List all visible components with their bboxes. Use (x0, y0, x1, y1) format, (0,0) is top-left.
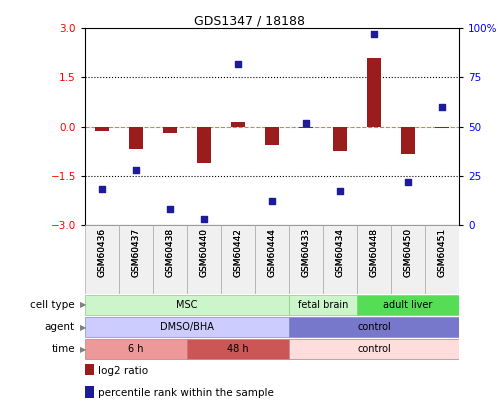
Bar (255, 225, 289, 294)
Text: GSM60436: GSM60436 (97, 228, 106, 277)
Text: control: control (357, 322, 391, 332)
Text: GSM60450: GSM60450 (404, 228, 413, 277)
Text: GSM60451: GSM60451 (438, 228, 447, 277)
Text: fetal brain: fetal brain (298, 300, 348, 310)
Text: ▶: ▶ (80, 322, 86, 332)
Bar (401, 126, 415, 154)
Text: GSM60451: GSM60451 (438, 228, 447, 277)
Text: GSM60448: GSM60448 (370, 228, 379, 277)
Text: log2 ratio: log2 ratio (98, 366, 148, 375)
Bar (289, 339, 459, 359)
Bar (85, 386, 94, 398)
Text: GSM60437: GSM60437 (131, 228, 140, 277)
Point (438, 104, 446, 110)
Text: GSM60437: GSM60437 (131, 228, 140, 277)
Point (166, 206, 174, 212)
Text: time: time (51, 344, 75, 354)
Bar (85, 317, 289, 337)
Bar (163, 126, 177, 133)
Bar (289, 295, 357, 315)
Text: GSM60448: GSM60448 (370, 228, 379, 277)
Point (404, 178, 412, 185)
Bar (357, 225, 391, 294)
Bar (85, 339, 187, 359)
Text: GSM60442: GSM60442 (234, 228, 243, 277)
Text: GSM60440: GSM60440 (200, 228, 209, 277)
Text: GSM60438: GSM60438 (165, 228, 174, 277)
Text: GSM60433: GSM60433 (301, 228, 310, 277)
Bar (119, 225, 153, 294)
Bar (187, 339, 289, 359)
Point (98, 186, 106, 193)
Text: cell type: cell type (30, 300, 75, 310)
Point (370, 31, 378, 38)
Bar (435, 126, 449, 128)
Text: GSM60433: GSM60433 (301, 228, 310, 277)
Text: GSM60444: GSM60444 (267, 228, 276, 277)
Text: GSM60450: GSM60450 (404, 228, 413, 277)
Bar (391, 225, 425, 294)
Bar (357, 295, 459, 315)
Bar (85, 364, 94, 375)
Text: GSM60444: GSM60444 (267, 228, 276, 277)
Point (132, 166, 140, 173)
Bar (367, 58, 381, 126)
Text: control: control (357, 344, 391, 354)
Point (336, 188, 344, 195)
Text: agent: agent (45, 322, 75, 332)
Bar (231, 122, 245, 126)
Text: 48 h: 48 h (227, 344, 249, 354)
Bar (289, 317, 459, 337)
Point (234, 60, 242, 67)
Bar (425, 225, 459, 294)
Bar (187, 225, 221, 294)
Bar (85, 225, 119, 294)
Bar (153, 225, 187, 294)
Bar (221, 225, 255, 294)
Text: DMSO/BHA: DMSO/BHA (160, 322, 214, 332)
Bar (333, 126, 347, 151)
Text: percentile rank within the sample: percentile rank within the sample (98, 388, 274, 398)
Text: GSM60438: GSM60438 (165, 228, 174, 277)
Point (268, 198, 276, 205)
Bar (299, 126, 313, 128)
Text: adult liver: adult liver (383, 300, 433, 310)
Text: GSM60434: GSM60434 (335, 228, 344, 277)
Bar (323, 225, 357, 294)
Text: GDS1347 / 18188: GDS1347 / 18188 (194, 14, 305, 27)
Text: ▶: ▶ (80, 300, 86, 309)
Bar (129, 126, 143, 149)
Bar (95, 126, 109, 132)
Point (200, 215, 208, 222)
Bar (289, 225, 323, 294)
Text: GSM60434: GSM60434 (335, 228, 344, 277)
Text: GSM60442: GSM60442 (234, 228, 243, 277)
Text: GSM60440: GSM60440 (200, 228, 209, 277)
Text: ▶: ▶ (80, 345, 86, 354)
Bar (265, 126, 279, 145)
Text: 6 h: 6 h (128, 344, 144, 354)
Bar (85, 295, 289, 315)
Point (302, 119, 310, 126)
Bar (197, 126, 211, 162)
Text: MSC: MSC (176, 300, 198, 310)
Text: GSM60436: GSM60436 (97, 228, 106, 277)
